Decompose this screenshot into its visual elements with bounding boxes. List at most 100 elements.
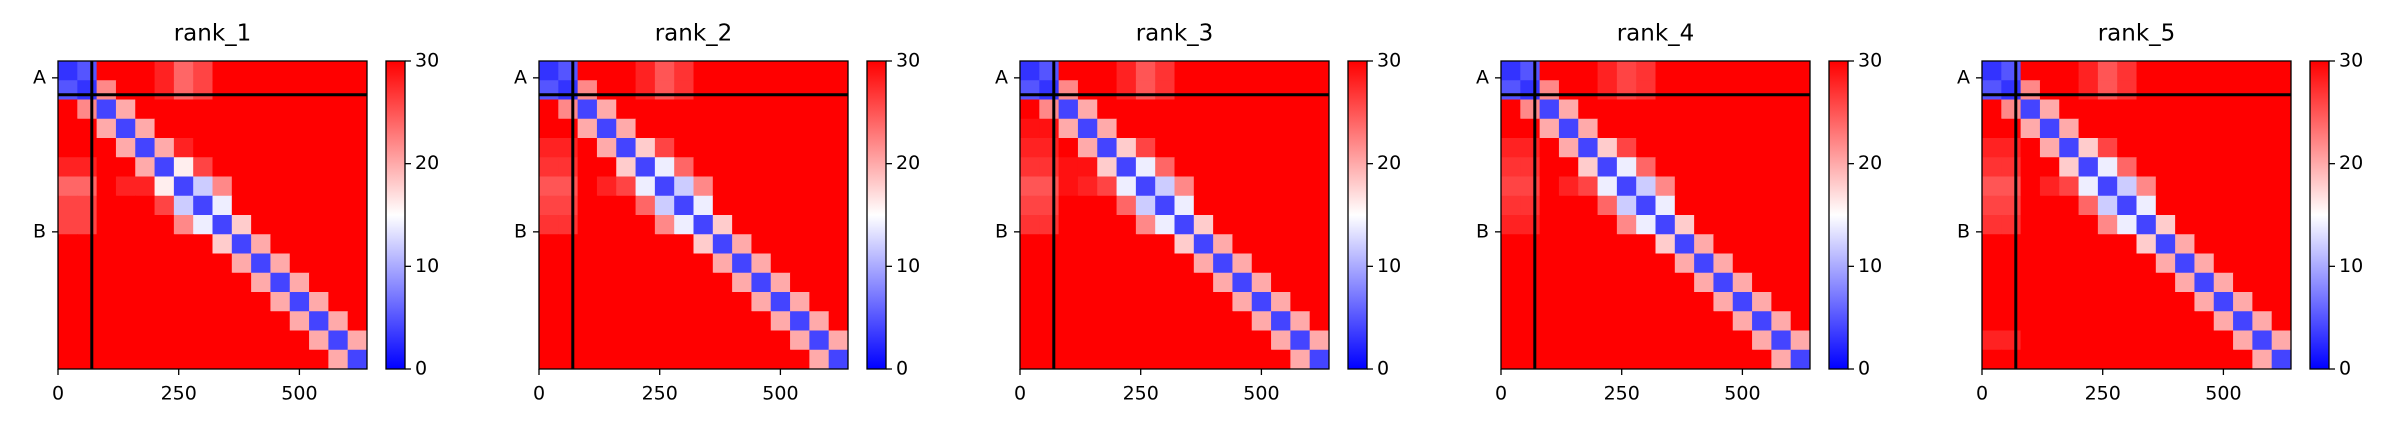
heat-cell	[1290, 349, 1311, 370]
heat-cell	[1077, 330, 1098, 351]
heat-cell	[1213, 138, 1233, 158]
heat-cell	[1732, 215, 1753, 235]
heat-cell	[1116, 253, 1137, 274]
plot-frame	[57, 60, 368, 370]
heat-cell	[1539, 138, 1560, 158]
heat-cell	[635, 176, 656, 197]
heat-cell	[616, 253, 637, 274]
heat-cell	[270, 99, 291, 120]
heat-cell	[1058, 138, 1079, 158]
heat-cell	[1155, 292, 1175, 312]
heat-cell	[347, 99, 368, 120]
heat-cell	[1674, 311, 1695, 331]
heat-cell	[1232, 311, 1253, 331]
heat-cell	[1193, 118, 1214, 139]
heat-cell	[2155, 330, 2176, 351]
heat-cell	[328, 61, 349, 81]
heat-cell	[173, 215, 194, 235]
heat-cell	[1155, 138, 1175, 158]
heat-cell	[1501, 138, 1521, 158]
heat-cell	[635, 195, 656, 216]
heat-cell	[770, 272, 791, 293]
heat-cell	[2059, 349, 2080, 370]
heat-cell	[1674, 118, 1695, 139]
heat-cell	[309, 330, 329, 351]
heat-cell	[193, 118, 213, 139]
heat-cell	[1636, 99, 1656, 120]
heat-cell	[289, 272, 310, 293]
heat-cell	[212, 195, 233, 216]
heat-cell	[2059, 253, 2080, 274]
heat-cell	[712, 215, 733, 235]
heat-cell	[2117, 330, 2137, 351]
heat-cell	[790, 330, 810, 351]
heat-cell	[2271, 272, 2292, 293]
heat-cell	[2059, 176, 2080, 197]
heat-cell	[347, 118, 368, 139]
heat-cell	[1752, 157, 1772, 177]
heat-cell	[2194, 176, 2215, 197]
heat-cell	[289, 138, 310, 158]
heat-cell	[2194, 195, 2215, 216]
heat-cell	[231, 138, 252, 158]
heat-cell	[790, 138, 810, 158]
heat-cell	[173, 157, 194, 177]
heat-cell	[289, 234, 310, 254]
heat-cell	[828, 80, 849, 100]
heat-cell	[96, 80, 117, 100]
heat-cell	[2155, 253, 2176, 274]
heat-cell	[1271, 311, 1291, 331]
heat-cell	[1232, 176, 1253, 197]
heat-cell	[577, 61, 598, 81]
heat-cell	[1290, 138, 1311, 158]
heat-cell	[1097, 80, 1118, 100]
heat-cell	[539, 253, 559, 274]
heat-cell	[1097, 138, 1118, 158]
heat-cell	[1077, 99, 1098, 120]
heat-cell	[577, 138, 598, 158]
heat-cell	[2194, 215, 2215, 235]
heat-cell	[1616, 215, 1637, 235]
heat-cell	[577, 292, 598, 312]
heat-cell	[1097, 292, 1118, 312]
heat-cell	[1616, 311, 1637, 331]
heat-cell	[1309, 195, 1330, 216]
heat-cell	[1501, 118, 1521, 139]
heat-cell	[751, 253, 772, 274]
heat-cell	[2175, 138, 2195, 158]
colorbar-tick-label: 30	[1858, 50, 1882, 72]
heat-cell	[693, 157, 714, 177]
heat-cell	[96, 292, 117, 312]
heat-cell	[1636, 61, 1656, 81]
heat-cell	[2271, 157, 2292, 177]
heat-cell	[1520, 349, 1541, 370]
heat-cell	[1501, 176, 1521, 197]
heat-cell	[2117, 80, 2137, 100]
heat-cell	[539, 99, 559, 120]
heat-cell	[712, 176, 733, 197]
heat-cell	[1597, 118, 1618, 139]
heat-cell	[635, 118, 656, 139]
heat-cell	[193, 176, 213, 197]
heat-cell	[96, 157, 117, 177]
heat-cell	[1578, 253, 1599, 274]
x-tick-label: 500	[2205, 383, 2241, 405]
heat-cell	[1039, 234, 1060, 254]
heat-cell	[2252, 272, 2273, 293]
heat-cell	[558, 215, 579, 235]
heat-cell	[1520, 330, 1541, 351]
heat-cell	[77, 234, 98, 254]
heat-cell	[58, 292, 78, 312]
plot-frame	[1981, 60, 2292, 370]
heat-cell	[1655, 349, 1676, 370]
heat-cell	[1713, 195, 1734, 216]
heat-cell	[2155, 292, 2176, 312]
heat-cell	[2136, 234, 2157, 254]
heat-cell	[1155, 157, 1175, 177]
heat-cell	[1539, 157, 1560, 177]
heat-cell	[770, 118, 791, 139]
heat-cell	[790, 118, 810, 139]
heat-cell	[1174, 253, 1195, 274]
heat-cell	[347, 138, 368, 158]
heat-cell	[173, 80, 194, 100]
